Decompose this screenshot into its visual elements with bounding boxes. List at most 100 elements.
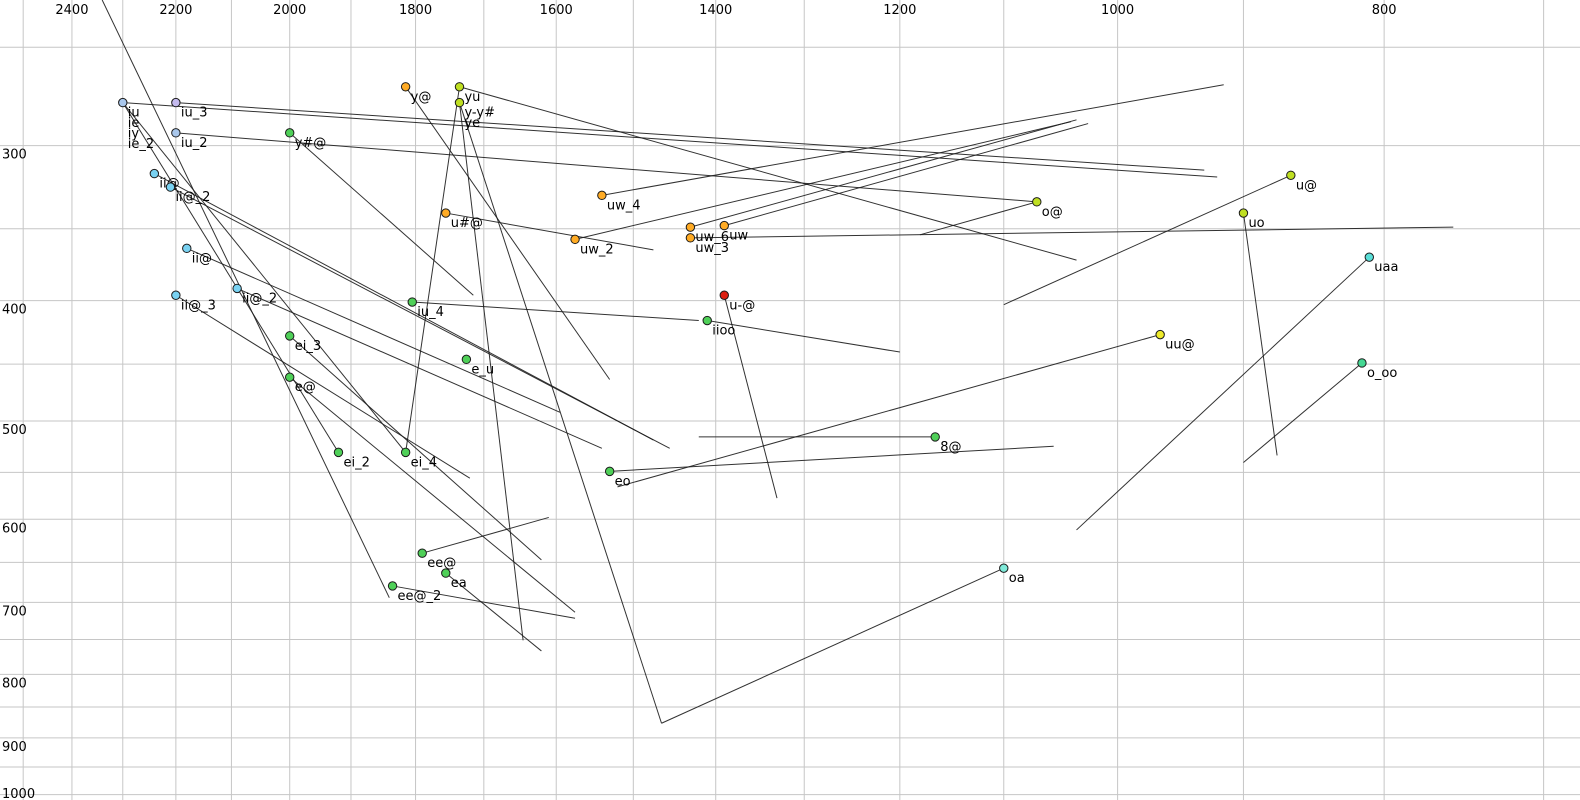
trajectory-line — [690, 226, 1454, 239]
y-axis-tick-label: 1000 — [2, 787, 35, 800]
data-point-uaa[interactable] — [1364, 252, 1374, 262]
x-axis-tick-label: 1800 — [399, 3, 432, 18]
x-axis-tick-label: 1600 — [540, 3, 573, 18]
data-point-y-y#[interactable] — [454, 97, 465, 108]
trajectory-line — [170, 186, 670, 449]
trajectory-line — [154, 173, 654, 441]
data-point-u@[interactable] — [1286, 170, 1296, 181]
data-point-ii@[interactable] — [182, 243, 192, 254]
trajectory-line — [289, 335, 542, 561]
point-label-y-y#: y-y# — [464, 106, 495, 121]
data-point-u-@[interactable] — [719, 290, 729, 300]
x-axis-tick-label: 2200 — [159, 3, 192, 18]
point-label-uw_2: uw_2 — [580, 242, 614, 257]
point-label-u#@: u#@ — [451, 216, 483, 231]
data-point-ei_3[interactable] — [285, 331, 295, 341]
trajectory-line — [707, 320, 900, 353]
data-point-ii@[interactable] — [149, 168, 160, 179]
data-point-o_oo[interactable] — [1357, 358, 1367, 368]
data-point-e@[interactable] — [285, 372, 295, 382]
data-point-eo[interactable] — [604, 466, 615, 477]
data-point-ee@_2[interactable] — [387, 581, 398, 591]
trajectory-line — [175, 102, 1205, 171]
data-point-ii@_2[interactable] — [232, 283, 242, 294]
data-point-uo[interactable] — [1238, 208, 1249, 218]
y-axis-tick-label: 600 — [2, 521, 27, 536]
trajectory-line — [422, 516, 549, 554]
y-axis-tick-label: 300 — [2, 148, 27, 163]
point-label-oa: oa — [1009, 571, 1025, 586]
point-label-ei_2: ei_2 — [343, 455, 369, 470]
point-label-ii@_3: ii@_3 — [181, 298, 216, 313]
trajectory-line — [661, 567, 1004, 724]
y-axis-tick-label: 700 — [2, 604, 27, 619]
data-point-iu_3[interactable] — [171, 97, 181, 108]
data-point-8@[interactable] — [930, 432, 940, 442]
data-point-ee@[interactable] — [417, 548, 427, 558]
trajectory-line — [236, 287, 603, 449]
x-axis-tick-label: 1200 — [883, 3, 916, 18]
x-axis-tick-label: 1400 — [699, 3, 732, 18]
data-point-ii@_3[interactable] — [171, 290, 181, 300]
data-point-iioo[interactable] — [702, 315, 712, 326]
data-point-o@[interactable] — [1032, 197, 1042, 207]
data-point-uw_4[interactable] — [597, 190, 607, 201]
point-label-y@: y@ — [411, 90, 432, 105]
data-point-uw_3[interactable] — [685, 233, 696, 243]
data-point-ea[interactable] — [441, 568, 451, 578]
y-axis-tick-label: 900 — [2, 740, 27, 755]
trajectory-line — [1242, 212, 1278, 456]
y-axis-tick-label: 800 — [2, 676, 27, 691]
data-point-ei_4[interactable] — [400, 447, 411, 458]
trajectory-line — [690, 119, 1077, 228]
data-point-y@[interactable] — [400, 82, 411, 92]
axis-tick-labels: 2400 2200 2000 1800 1600 1400 1200 1000 800 300 40… — [2, 3, 1397, 800]
trajectory-line — [412, 301, 699, 322]
y-axis-tick-label: 400 — [2, 303, 27, 318]
trajectory-line — [445, 212, 654, 251]
point-label-ie: ie — [128, 116, 140, 131]
point-label-ye: ye — [464, 116, 480, 131]
point-label-e@: e@ — [295, 380, 316, 395]
trajectory-line — [1003, 174, 1292, 306]
data-point-u#@[interactable] — [441, 208, 451, 218]
trajectory-line — [1243, 362, 1363, 463]
x-axis-tick-label: 2400 — [55, 3, 88, 18]
point-label-uaa: uaa — [1374, 260, 1398, 275]
trajectory-line — [175, 294, 471, 479]
data-point-oa[interactable] — [999, 563, 1009, 573]
point-label-ei_3: ei_3 — [295, 339, 321, 354]
data-point-e_u[interactable] — [461, 354, 472, 365]
x-axis-tick-label: 2000 — [273, 3, 306, 18]
point-label-yu: yu — [464, 90, 480, 105]
trajectory-line — [405, 86, 460, 453]
point-label-iu_4: iu_4 — [417, 305, 444, 320]
data-point-yu[interactable] — [454, 82, 465, 92]
point-label-y#@: y#@ — [295, 136, 327, 151]
point-label-ie_2: ie_2 — [128, 137, 154, 152]
data-point-y#@[interactable] — [285, 128, 295, 138]
trajectory-line — [405, 86, 611, 380]
trajectory-line — [574, 121, 1071, 240]
trajectory-line — [186, 247, 561, 413]
point-label-iu_2: iu_2 — [181, 136, 208, 151]
data-point-iu[interactable] — [118, 97, 128, 108]
data-point-uu@[interactable] — [1155, 329, 1165, 340]
data-point-iu_2[interactable] — [171, 128, 181, 138]
data-point-uw_2[interactable] — [570, 234, 580, 245]
data-point-uw_6[interactable] — [685, 222, 696, 232]
trajectory-line — [724, 123, 1089, 227]
trajectory-lines — [101, 0, 1454, 724]
point-label-u@: u@ — [1296, 178, 1317, 193]
data-point-uw[interactable] — [719, 220, 729, 231]
point-label-e_u: e_u — [471, 362, 494, 377]
data-point-ii@_2[interactable] — [165, 182, 176, 192]
point-label-uo: uo — [1248, 216, 1264, 231]
trajectory-line — [122, 102, 339, 453]
data-point-ei_2[interactable] — [333, 447, 344, 458]
data-point-iu_4[interactable] — [407, 297, 417, 307]
trajectory-line — [445, 572, 542, 652]
